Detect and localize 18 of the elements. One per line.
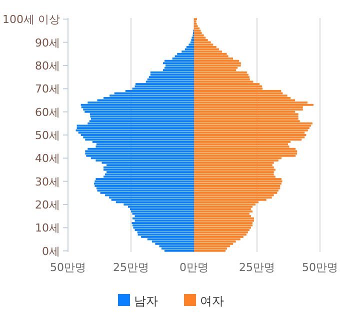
x-tick-label: 25만명	[239, 261, 275, 274]
y-tick-label: 30세	[35, 175, 60, 188]
y-tick-label: 100세 이상	[2, 13, 60, 26]
y-tick-label: 40세	[35, 152, 60, 166]
y-tick-label: 0세	[42, 244, 60, 258]
y-tick-label: 20세	[35, 198, 60, 212]
legend-label: 남자	[134, 294, 158, 308]
legend-label: 여자	[200, 294, 224, 308]
y-tick-label: 90세	[35, 36, 60, 50]
x-tick-label: 50만명	[50, 261, 86, 274]
y-tick-label: 10세	[35, 222, 60, 235]
x-tick-label: 50만명	[302, 261, 338, 274]
y-tick-label: 60세	[35, 106, 60, 119]
x-tick-label: 0만명	[180, 261, 208, 274]
y-tick-label: 80세	[35, 59, 60, 72]
y-tick-label: 70세	[35, 82, 60, 96]
y-tick-label: 50세	[35, 129, 60, 142]
x-tick-label: 25만명	[113, 261, 149, 274]
